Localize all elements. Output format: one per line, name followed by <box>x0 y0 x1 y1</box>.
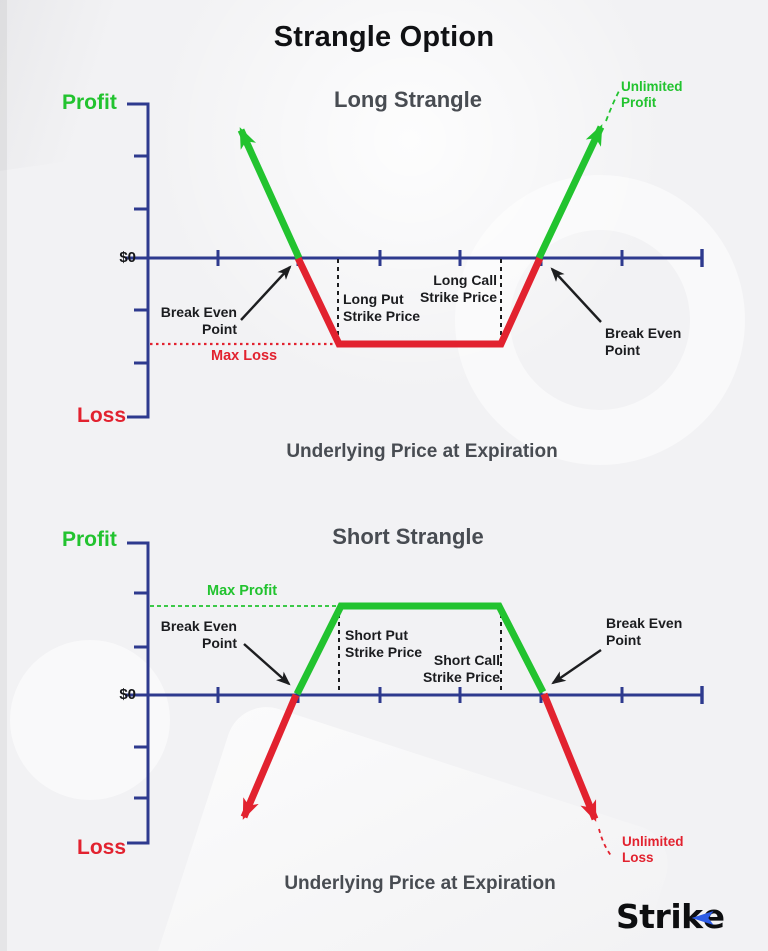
short-call-strike-label: Short Call Strike Price <box>422 652 500 685</box>
long-profit-axis-label: Profit <box>62 91 117 114</box>
short-be-right-arrow <box>551 649 602 685</box>
strike-logo: Strik e <box>616 897 725 936</box>
short-break-even-left-label: Break Even Point <box>160 618 237 651</box>
long-payoff-green-right <box>535 124 605 260</box>
long-zero-label: $0 <box>119 249 136 266</box>
long-x-axis-label: Underlying Price at Expiration <box>286 441 558 462</box>
short-strangle-title: Short Strangle <box>332 524 484 549</box>
long-put-strike-label: Long Put Strike Price <box>343 291 421 324</box>
short-break-even-right-label: Break Even Point <box>606 615 683 648</box>
long-call-strike-label: Long Call Strike Price <box>419 272 497 305</box>
page-title: Strangle Option <box>273 21 495 53</box>
short-payoff-red-right <box>540 692 599 822</box>
max-profit-label: Max Profit <box>207 583 278 599</box>
max-loss-label: Max Loss <box>211 348 278 364</box>
long-break-even-left-label: Break Even Point <box>160 304 237 337</box>
short-be-left-arrow <box>243 643 291 686</box>
short-payoff-green <box>293 602 547 696</box>
short-loss-axis-label: Loss <box>77 836 127 859</box>
short-zero-label: $0 <box>119 686 136 703</box>
long-be-left-arrow <box>240 265 292 321</box>
short-profit-axis-label: Profit <box>62 528 117 551</box>
short-payoff-red-left <box>240 693 300 820</box>
long-be-right-arrow <box>550 267 602 323</box>
short-x-axis-label: Underlying Price at Expiration <box>284 873 556 894</box>
long-break-even-right-label: Break Even Point <box>605 325 682 358</box>
unlimited-profit-label: Unlimited Profit <box>621 79 683 110</box>
unlimited-loss-dash <box>598 828 613 858</box>
long-payoff-green-left <box>237 127 303 260</box>
unlimited-loss-label: Unlimited Loss <box>622 834 684 865</box>
strike-logo-text: Strik <box>616 897 703 936</box>
strike-logo-e: e <box>702 897 725 936</box>
short-put-strike-label: Short Put Strike Price <box>345 627 423 660</box>
long-loss-axis-label: Loss <box>77 404 127 427</box>
